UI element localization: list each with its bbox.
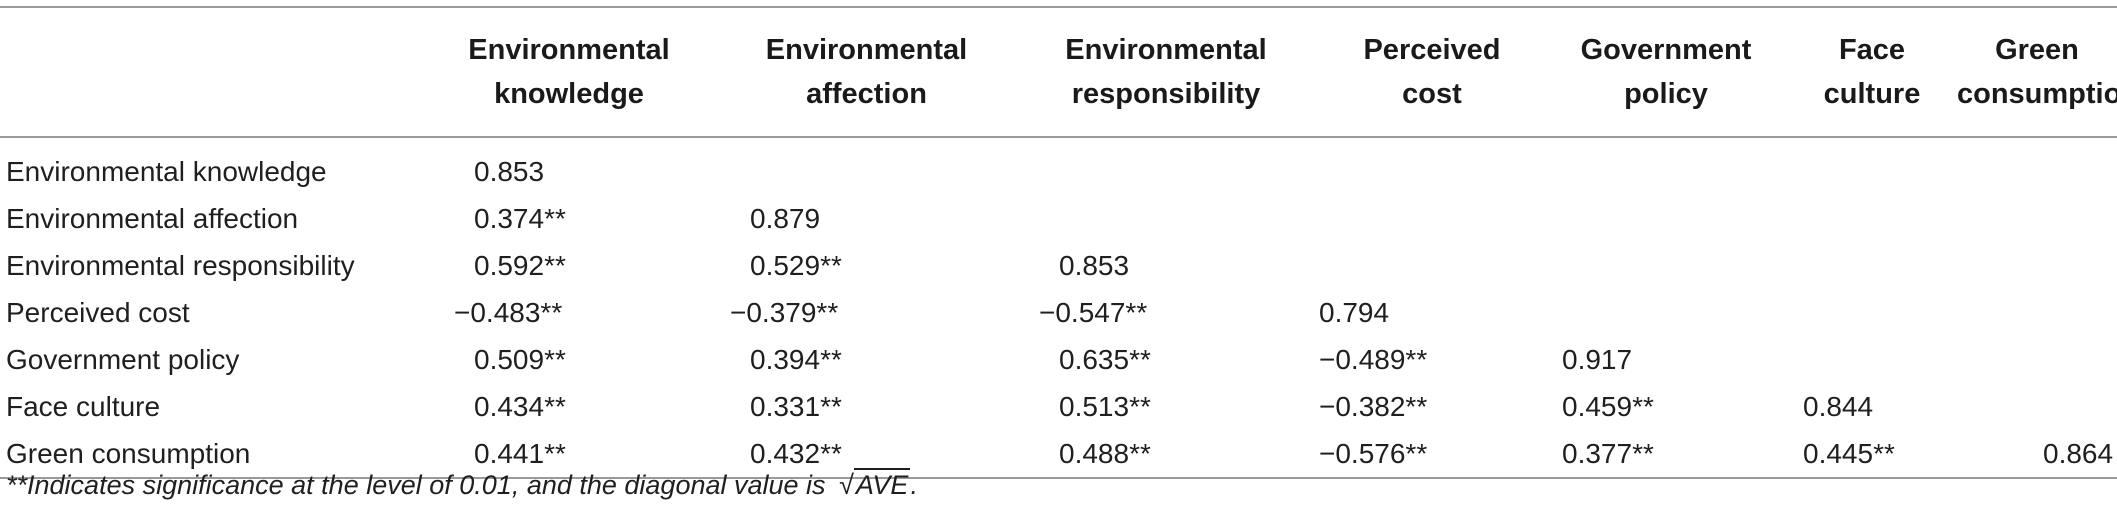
table-cell — [1957, 383, 2117, 430]
footnote-text: **Indicates significance at the level of… — [6, 470, 826, 500]
header-line: affection — [806, 78, 927, 110]
correlation-table: Environmental knowledge Environmental affe… — [0, 6, 2117, 479]
table-cell: 0.794 — [1319, 296, 1390, 328]
table-row: Green consumption 0.441** 0.432** 0.488*… — [0, 430, 2117, 478]
table-cell — [1545, 137, 1787, 195]
table-cell: 0.879 — [750, 202, 821, 234]
table-cell: 0.432** — [750, 437, 842, 469]
table-cell: 0.844 — [1803, 390, 1874, 422]
header-government-policy: Government policy — [1545, 7, 1787, 137]
table-cell: 0.509** — [474, 343, 566, 375]
row-label: Green consumption — [6, 437, 251, 469]
table-cell: 0.853 — [1059, 249, 1130, 281]
header-green-consumption: Green consumption — [1957, 7, 2117, 137]
table-cell: 0.459** — [1562, 390, 1654, 422]
row-label: Environmental affection — [6, 202, 299, 234]
header-environmental-affection: Environmental affection — [720, 7, 1013, 137]
header-line: Environmental — [765, 34, 968, 66]
table-cell: 0.917 — [1562, 343, 1633, 375]
table-cell: 0.331** — [750, 390, 842, 422]
table-cell — [1319, 137, 1545, 195]
table-cell — [1787, 137, 1957, 195]
header-line: Perceived — [1363, 34, 1501, 66]
table-cell: 0.374** — [474, 202, 566, 234]
table-cell: 0.513** — [1059, 390, 1151, 422]
table-cell — [1957, 336, 2117, 383]
header-line: culture — [1823, 78, 1921, 110]
row-label: Government policy — [6, 343, 240, 375]
row-label: Environmental knowledge — [6, 155, 327, 187]
table-cell — [1787, 195, 1957, 242]
header-line: knowledge — [494, 78, 644, 110]
table-cell: 0.445** — [1803, 437, 1895, 469]
table-cell: 0.394** — [750, 343, 842, 375]
sqrt-ave: √AVE — [839, 468, 911, 501]
table-row: Environmental affection 0.374** 0.879 — [0, 195, 2117, 242]
footnote-end: . — [910, 470, 918, 500]
table-header: Environmental knowledge Environmental affe… — [0, 7, 2117, 137]
table-cell: −0.483** — [454, 296, 563, 328]
header-line: Face — [1838, 34, 1906, 66]
row-label: Perceived cost — [6, 296, 190, 328]
table-row: Perceived cost −0.483** −0.379** −0.547*… — [0, 289, 2117, 336]
table-cell: 0.488** — [1059, 437, 1151, 469]
header-face-culture: Face culture — [1787, 7, 1957, 137]
table-cell — [1957, 137, 2117, 195]
table-cell: −0.547** — [1039, 296, 1148, 328]
table-row: Environmental responsibility 0.592** 0.5… — [0, 242, 2117, 289]
table-cell: 0.864 — [2043, 437, 2114, 469]
row-label: Face culture — [6, 390, 161, 422]
table-cell — [1545, 195, 1787, 242]
table-cell: 0.529** — [750, 249, 842, 281]
header-environmental-responsibility: Environmental responsibility — [1013, 7, 1319, 137]
table-cell — [1319, 242, 1545, 289]
table-cell: −0.379** — [730, 296, 839, 328]
table-cell: 0.853 — [474, 155, 545, 187]
table-row: Face culture 0.434** 0.331** 0.513** −0.… — [0, 383, 2117, 430]
table-row: Government policy 0.509** 0.394** 0.635*… — [0, 336, 2117, 383]
header-line: Green — [1995, 34, 2079, 66]
correlation-table-container: Environmental knowledge Environmental affe… — [0, 6, 2117, 479]
table-cell: −0.489** — [1319, 343, 1428, 375]
sqrt-radicand: AVE — [853, 468, 911, 500]
table-cell: 0.434** — [474, 390, 566, 422]
header-environmental-knowledge: Environmental knowledge — [418, 7, 720, 137]
header-line: Government — [1580, 34, 1752, 66]
table-cell — [1787, 289, 1957, 336]
table-cell — [720, 137, 1013, 195]
table-cell: 0.441** — [474, 437, 566, 469]
table-cell: 0.377** — [1562, 437, 1654, 469]
header-line: Environmental — [468, 34, 670, 66]
table-cell — [1787, 242, 1957, 289]
table-cell — [1013, 137, 1319, 195]
header-row: Environmental knowledge Environmental affe… — [0, 7, 2117, 137]
header-line: Environmental — [1065, 34, 1267, 66]
table-cell — [1545, 242, 1787, 289]
header-line: consumption — [1957, 78, 2117, 110]
table-cell — [1545, 289, 1787, 336]
row-label: Environmental responsibility — [6, 249, 355, 281]
table-cell: 0.592** — [474, 249, 566, 281]
table-cell: 0.635** — [1059, 343, 1151, 375]
table-body: Environmental knowledge 0.853 Environmen… — [0, 137, 2117, 478]
header-line: cost — [1402, 78, 1462, 110]
header-line: responsibility — [1071, 78, 1261, 110]
table-row: Environmental knowledge 0.853 — [0, 137, 2117, 195]
table-footnote: **Indicates significance at the level of… — [6, 468, 918, 501]
table-cell — [1957, 289, 2117, 336]
table-cell: −0.576** — [1319, 437, 1428, 469]
sqrt-icon: √ — [839, 470, 854, 500]
header-perceived-cost: Perceived cost — [1319, 7, 1545, 137]
header-corner — [0, 7, 418, 137]
table-cell: −0.382** — [1319, 390, 1428, 422]
table-cell — [1013, 195, 1319, 242]
table-cell — [1957, 242, 2117, 289]
header-line: policy — [1624, 78, 1708, 110]
table-cell — [1319, 195, 1545, 242]
table-cell — [1787, 336, 1957, 383]
table-cell — [1957, 195, 2117, 242]
